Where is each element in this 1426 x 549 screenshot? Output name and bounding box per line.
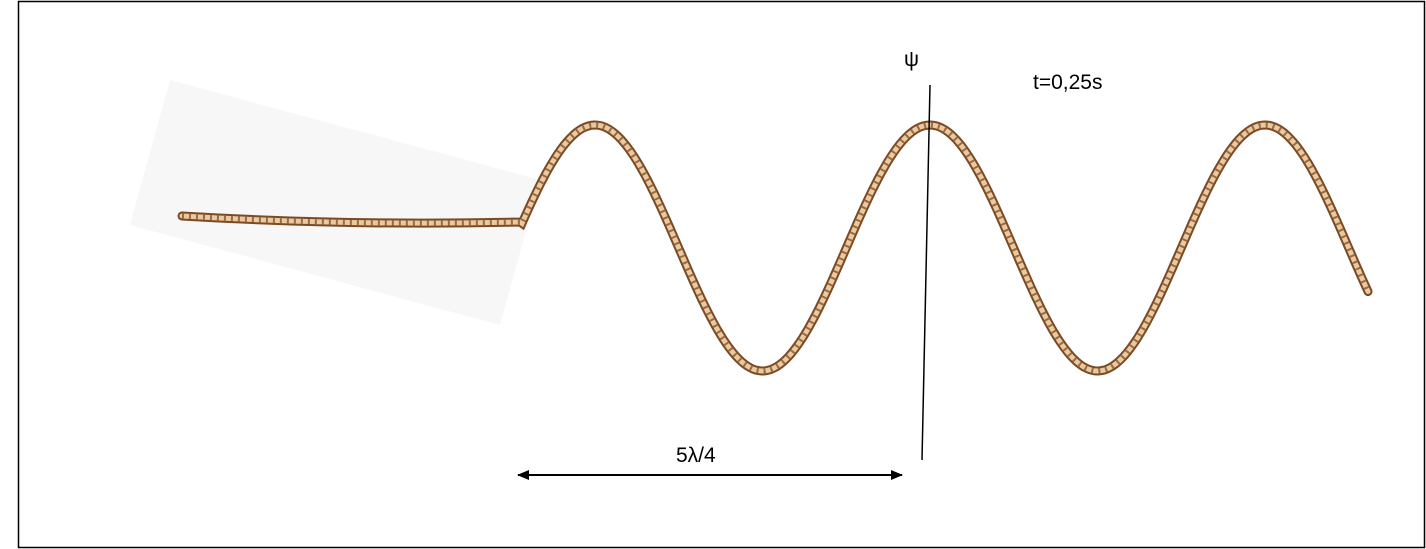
rope-twist [181, 122, 1371, 374]
frame [17, 0, 1426, 549]
distance-label: 5λ/4 [676, 444, 716, 467]
rope [177, 120, 1373, 376]
reference-line [921, 84, 931, 461]
psi-label: ψ [904, 48, 919, 71]
time-label: t=0,25s [1033, 71, 1102, 94]
image-shadow [130, 80, 540, 325]
